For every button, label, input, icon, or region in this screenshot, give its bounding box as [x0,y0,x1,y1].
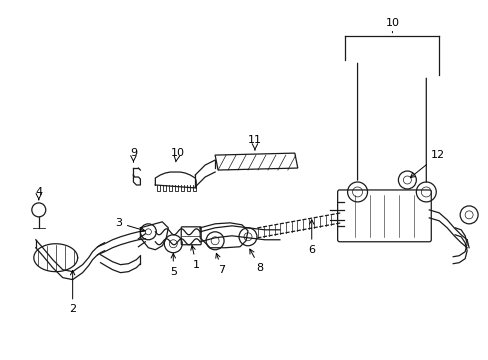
Text: 10: 10 [385,18,399,28]
Text: 9: 9 [130,148,137,158]
Text: 8: 8 [249,249,263,273]
Text: 11: 11 [247,135,262,145]
Text: 4: 4 [35,187,42,197]
Text: 3: 3 [115,218,144,231]
Text: 10: 10 [171,148,185,158]
Text: 1: 1 [190,246,199,270]
Text: 5: 5 [169,253,177,276]
Text: 7: 7 [215,253,225,275]
Text: 6: 6 [307,220,315,255]
Text: 2: 2 [69,270,76,315]
Text: 12: 12 [409,150,445,177]
